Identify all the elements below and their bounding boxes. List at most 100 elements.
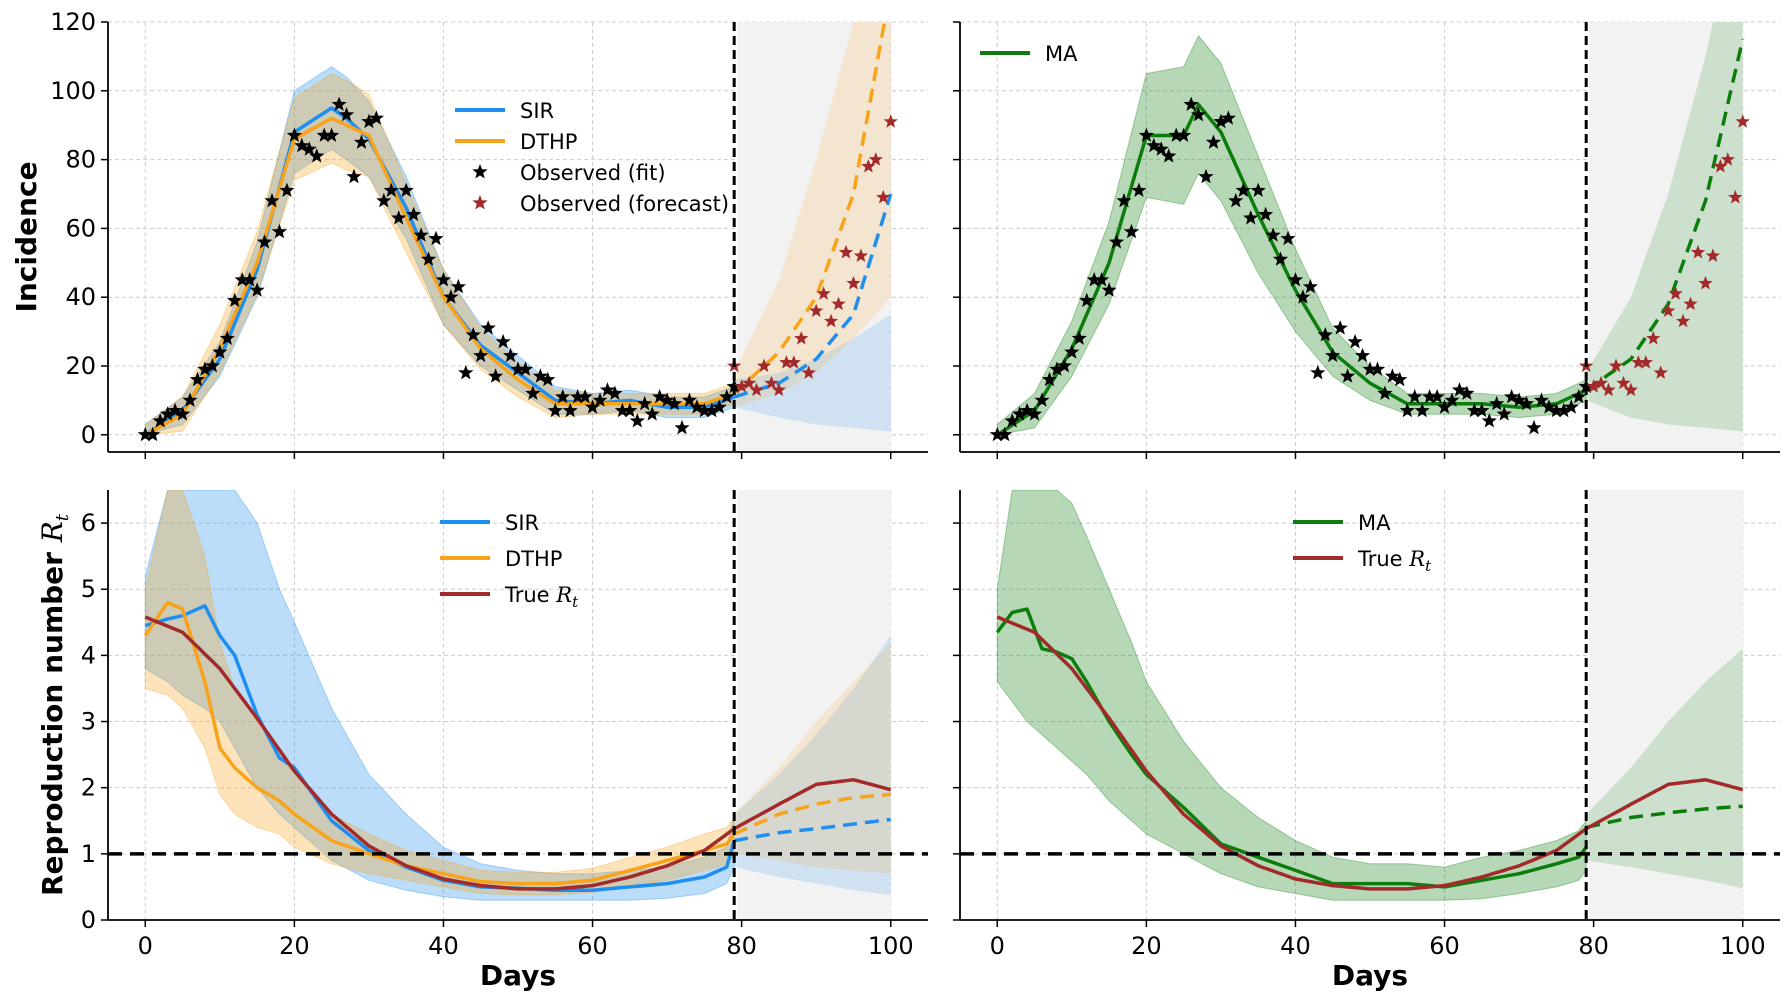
observed-fit-point — [1518, 395, 1535, 411]
observed-fit-point — [1444, 392, 1460, 407]
observed-fit-point — [659, 392, 675, 407]
observed-fit-point — [1250, 182, 1266, 197]
panel-bottom-right: 0 20 40 60 80 100 MA True Rt — [953, 490, 1780, 960]
observed-forecast-point — [1594, 375, 1609, 390]
legend: SIR DTHP Observed (fit) Observed (forecast) — [455, 99, 729, 216]
x-tick-label: 80 — [726, 932, 757, 960]
y-tick-label: 60 — [65, 214, 96, 242]
observed-forecast-point — [1690, 245, 1706, 259]
legend-label: DTHP — [505, 547, 562, 571]
observed-forecast-point — [1668, 286, 1683, 300]
observed-fit-point — [1161, 148, 1177, 163]
series-line-dthp — [143, 600, 736, 886]
bottom-right-x-axis-label: Days — [1332, 959, 1408, 992]
observed-fit-point — [584, 399, 601, 414]
observed-forecast-point — [824, 313, 839, 328]
observed-fit-point — [145, 426, 161, 442]
observed-fit-point — [182, 392, 198, 407]
observed-fit-point — [1086, 272, 1102, 287]
panel-top-left: 0 20 40 60 80 100 120 SIR DTHP Observed (fit) Obse… — [50, 8, 928, 459]
observed-fit-point — [1362, 361, 1378, 376]
observed-fit-point — [279, 182, 295, 197]
forecast-line-dthp — [733, 792, 891, 836]
legend: MA True Rt — [1293, 511, 1432, 575]
observed-fit-point — [480, 320, 496, 335]
observed-fit-point — [696, 402, 712, 418]
observed-fit-point — [1392, 371, 1408, 387]
observed-fit-point — [1332, 320, 1348, 335]
observed-fit-point — [629, 413, 645, 428]
observed-forecast-point — [853, 248, 868, 262]
observed-fit-point — [562, 402, 578, 418]
observed-fit-point — [1094, 272, 1110, 287]
observed-forecast-point — [771, 382, 786, 397]
observed-fit-point — [406, 206, 422, 222]
observed-fit-point — [1377, 385, 1393, 400]
observed-forecast-point — [1698, 275, 1713, 290]
observed-forecast-point — [1683, 296, 1698, 311]
panel-bottom-left: 0 20 40 60 80 100 0 1 2 3 4 5 6 SIR DTHP True Rt — [81, 490, 928, 960]
observed-fit-point — [242, 272, 258, 287]
observed-fit-point — [1019, 402, 1035, 418]
observed-fit-point — [719, 389, 735, 404]
y-tick-label: 4 — [81, 641, 96, 669]
observed-fit-point — [1168, 127, 1184, 142]
observed-fit-point — [577, 389, 593, 404]
legend-label: Observed (forecast) — [520, 192, 729, 216]
observed-forecast-point — [1735, 114, 1750, 128]
x-tick-label: 20 — [1131, 932, 1162, 960]
observed-fit-point — [1056, 358, 1072, 373]
observed-fit-point — [1451, 382, 1468, 397]
forecast-line-sir — [733, 817, 891, 843]
observed-fit-point — [368, 110, 384, 125]
legend-label: True Rt — [504, 583, 579, 611]
observed-fit-point — [174, 406, 191, 421]
observed-fit-point — [309, 148, 325, 163]
observed-fit-point — [473, 347, 489, 363]
y-tick-label: 3 — [81, 708, 96, 736]
observed-forecast-point — [786, 355, 801, 369]
observed-forecast-point — [756, 358, 772, 373]
observed-fit-point — [989, 426, 1005, 442]
observed-forecast-point — [816, 286, 831, 300]
observed-fit-point — [1496, 406, 1512, 421]
observed-forecast-point — [779, 355, 794, 369]
observed-fit-point — [614, 402, 630, 418]
observed-forecast-point — [868, 152, 883, 166]
observed-fit-point — [1511, 392, 1527, 407]
observed-fit-point — [294, 137, 310, 153]
observed-fit-point — [1012, 406, 1028, 421]
observed-fit-point — [435, 272, 452, 287]
observed-fit-point — [264, 192, 280, 208]
observed-fit-point — [1190, 106, 1207, 122]
observed-fit-point — [189, 371, 206, 387]
observed-forecast-point — [876, 189, 891, 204]
observed-fit-point — [331, 96, 347, 111]
observed-fit-point — [599, 382, 616, 397]
legend-label: MA — [1358, 511, 1391, 535]
observed-fit-point — [1548, 402, 1564, 418]
y-tick-label: 6 — [81, 509, 96, 537]
observed-fit-point — [1123, 223, 1140, 239]
forecast-window-shade — [1589, 490, 1743, 920]
observed-fit-point — [324, 127, 340, 142]
observed-fit-point — [316, 127, 332, 142]
observed-fit-point — [1280, 230, 1296, 246]
x-tick-label: 100 — [868, 932, 914, 960]
observed-fit-point — [1049, 361, 1065, 376]
panel-top-right: MA — [953, 21, 1780, 459]
forecast-window-shade — [1589, 22, 1743, 452]
observed-fit-point — [1414, 402, 1430, 418]
observed-fit-point — [1466, 402, 1482, 418]
observed-fit-point — [488, 368, 504, 383]
observed-fit-point — [1079, 292, 1095, 308]
observed-fit-point — [1489, 395, 1505, 411]
observed-fit-point — [301, 141, 317, 156]
observed-fit-point — [1578, 378, 1594, 394]
forecast-line-ma — [1585, 804, 1743, 830]
observed-fit-point — [1071, 330, 1087, 345]
observed-fit-point — [1563, 399, 1579, 414]
observed-fit-point — [1474, 402, 1490, 418]
legend-label: SIR — [505, 511, 539, 535]
